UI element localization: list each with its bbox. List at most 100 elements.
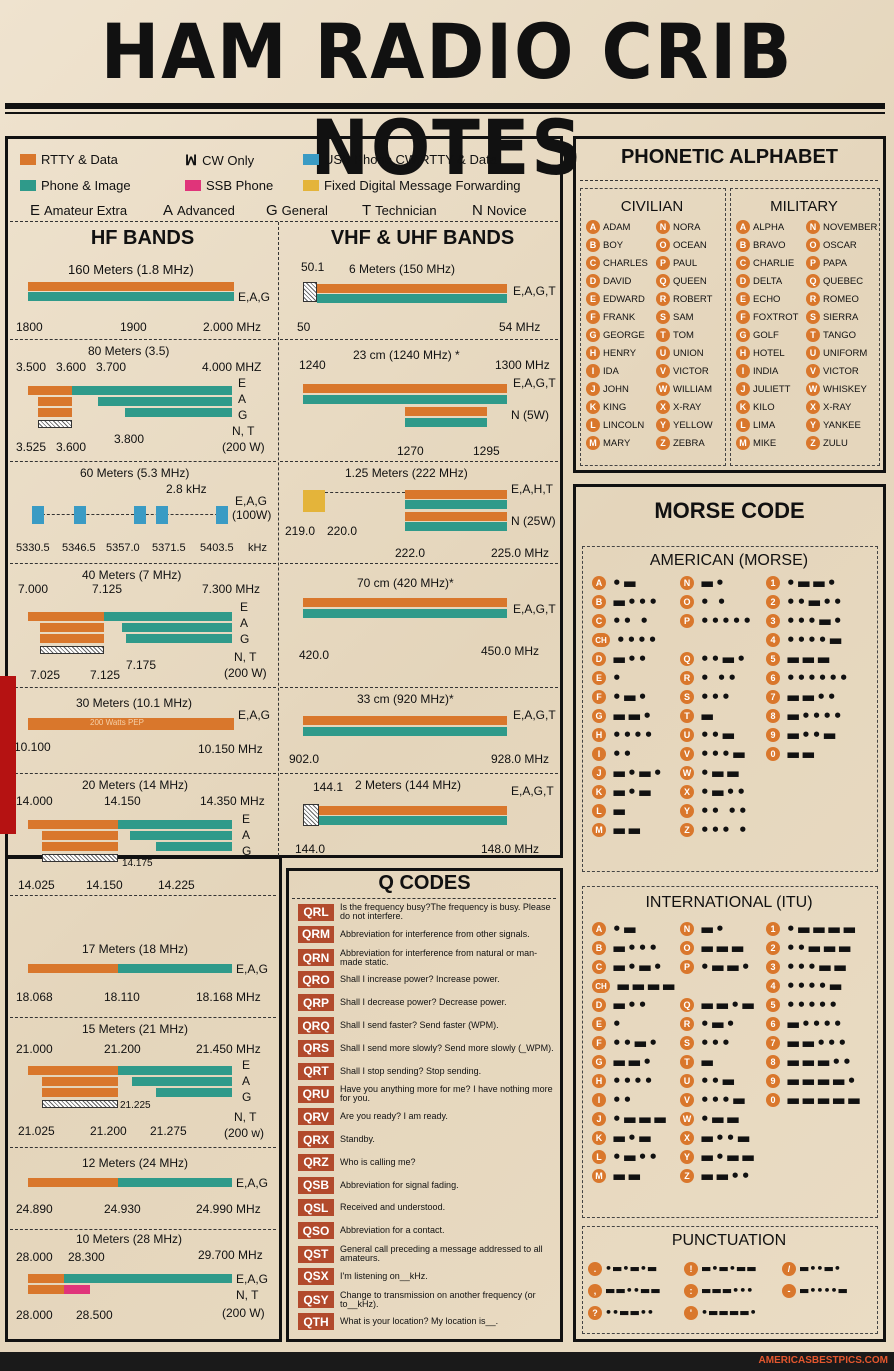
morse-letter: 0 [766,1093,780,1107]
qcode-meaning: Is the frequency busy?The frequency is b… [340,902,551,921]
morse-letter: X [680,785,694,799]
morse-american-item: X •▬•• [680,785,747,800]
letter-badge: H [736,346,750,360]
morse-code: ••••▬ [786,631,844,649]
swatch-blue [303,154,319,165]
band-license: E,A,G [235,494,268,508]
morse-code: ▬••▬ [700,1129,752,1147]
letter-badge: Z [806,436,820,450]
band-bar [303,490,325,512]
band-160m: 160 Meters (1.8 MHz) E,A,G 1800 1900 2.0… [10,258,275,338]
phonetic-word: PAUL [673,257,698,269]
band-bar [122,623,232,632]
qcode-row: QRL Is the frequency busy?The frequency i… [298,903,556,921]
letter-badge: C [586,256,600,270]
lic-a: A [242,828,251,842]
phonetic-word: NORA [673,221,701,233]
phonetic-word: X-RAY [823,401,852,413]
civilian-word: U UNION [656,346,704,360]
freq-label: 10.100 [14,740,51,754]
letter-badge: T [806,328,820,342]
morse-letter: W [680,1112,694,1126]
morse-letter: 9 [766,1074,780,1088]
phonetic-word: KING [603,401,627,413]
morse-letter: 3 [766,614,780,628]
morse-letter: 5 [766,652,780,666]
morse-code: ▬•▬ [612,783,653,801]
morse-code: •▬• [612,688,649,706]
freq-label: 14.175 [122,858,153,869]
freq-label: 3.600 [56,440,87,454]
band-bar [64,1274,232,1283]
lic-g: G [242,844,252,858]
morse-letter: N [680,922,694,936]
morse-itu-item: B ▬••• [592,941,659,956]
morse-code: ••••• [786,996,839,1014]
military-word: Z ZULU [806,436,848,450]
military-word: F FOXTROT [736,310,798,324]
civilian-word: T TOM [656,328,694,342]
qcode-row: QSB Abbreviation for signal fading. [298,1176,556,1194]
morse-letter: 7 [766,1036,780,1050]
band-bar [317,294,507,303]
letter-badge: F [736,310,750,324]
morse-american-item: L ▬ [592,804,627,819]
morse-code: ▬▬ [612,1167,643,1185]
qcode-row: QRN Abbreviation for interference from na… [298,948,556,967]
band-bar [303,598,507,607]
band-title: 160 Meters (1.8 MHz) [68,262,194,277]
freq-label: 24.930 [104,1202,141,1216]
qcode-meaning: Shall I stop sending? Stop sending. [340,1065,482,1076]
band-bar [38,397,72,406]
morse-itu-item: 9 ▬▬▬▬• [766,1074,857,1089]
divider [280,563,558,564]
morse-american-item: J ▬•▬• [592,766,664,781]
morse-code: ▬•• [612,996,649,1014]
morse-code: •▬▬▬ [612,1110,669,1128]
morse-letter: R [680,671,694,685]
band-bar [118,820,232,829]
morse-itu-item: 1 •▬▬▬▬ [766,922,857,937]
swatch-teal [20,180,36,191]
band-17m: 17 Meters (18 MHz) E,A,G 18.068 18.110 1… [10,932,275,1012]
letter-badge: N [806,220,820,234]
phonetic-word: HENRY [603,347,637,359]
phonetic-panel [573,136,886,473]
punct-title: PUNCTUATION [671,1232,787,1249]
morse-code: •▬▬• [700,958,752,976]
civilian-word: O OCEAN [656,238,707,252]
freq-label: 10.150 MHz [198,742,263,756]
qcode-row: QSX I'm listening on__kHz. [298,1267,556,1285]
letter-badge: Y [806,418,820,432]
band-title: 33 cm (920 MHz)* [357,692,454,706]
morse-letter: G [592,709,606,723]
qcode-badge: QRX [298,1131,334,1148]
band-bar [303,727,507,736]
phonetic-word: WHISKEY [823,383,867,395]
morse-letter: 5 [766,998,780,1012]
morse-american-item: G ▬▬• [592,709,653,724]
morse-panel [573,484,886,1342]
morse-code: ▬••▬• [799,1262,841,1275]
freq-label: 28.300 [68,1250,105,1264]
military-word: O OSCAR [806,238,857,252]
military-word: P PAPA [806,256,847,270]
phonetic-word: CHARLIE [753,257,795,269]
lic-nt: N, T [236,1288,259,1302]
qcode-meaning: Are you ready? I am ready. [340,1111,448,1122]
morse-title: MORSE CODE [654,498,805,523]
qcode-badge: QST [298,1245,334,1263]
freq-label: 7.025 [30,668,61,682]
morse-code: ▬▬ [612,821,643,839]
band-bar [126,634,232,643]
license-code: E [30,202,41,219]
morse-code: •••• [616,631,659,649]
band-125m: 1.25 Meters (222 MHz) E,A,H,T N (25W) 21… [285,462,557,562]
phonetic-word: JULIETT [753,383,791,395]
band-title: 40 Meters (7 MHz) [82,568,182,582]
morse-american-item: 9 ▬••▬ [766,728,838,743]
band-bar [28,820,118,829]
hf-lower-panel [5,856,282,1342]
band-6m: 50.1 6 Meters (150 MHz) E,A,G,T 50 54 MH… [285,258,557,338]
